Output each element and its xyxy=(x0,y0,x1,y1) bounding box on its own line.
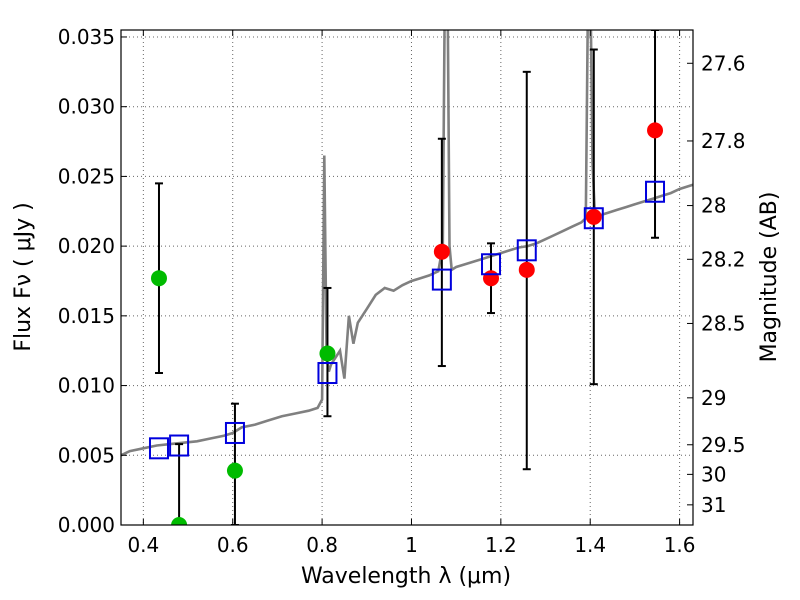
y-tick-label: 0.030 xyxy=(58,95,115,119)
x-tick-label: 1.6 xyxy=(664,533,696,557)
model-photometry-box xyxy=(431,268,452,291)
y-tick-label: 0.025 xyxy=(58,164,115,188)
model-photometry-box xyxy=(481,253,502,276)
green-data-point xyxy=(226,462,243,479)
magnitude-tick-label: 28 xyxy=(701,194,726,218)
y-tick-label: 0.035 xyxy=(58,25,115,49)
magnitude-axis-ticks: 27.6 27.8 28 28.2 28.5 29 29.5 30 31 xyxy=(687,51,746,517)
magnitude-tick-label: 27.6 xyxy=(701,51,746,75)
error-bar xyxy=(175,443,184,525)
model-spectrum-line xyxy=(121,30,693,457)
red-data-point xyxy=(585,208,602,225)
green-data-point xyxy=(171,517,188,525)
error-bars-layer xyxy=(154,30,660,525)
model-spectrum-layer xyxy=(121,30,693,457)
green-data-point xyxy=(150,270,167,287)
magnitude-tick-label: 28.5 xyxy=(701,311,746,335)
y-tick-label: 0.010 xyxy=(58,374,115,398)
x-tick-label: 0.8 xyxy=(306,533,338,557)
red-data-point xyxy=(518,261,535,278)
magnitude-tick-label: 29 xyxy=(701,386,726,410)
y-tick-label: 0.005 xyxy=(58,443,115,467)
green-data-point xyxy=(319,345,336,362)
model-photometry-box xyxy=(317,362,338,385)
magnitude-tick-label: 29.5 xyxy=(701,433,746,457)
model-photometry-box xyxy=(516,239,537,262)
x-tick-label: 0.6 xyxy=(217,533,249,557)
grid-lines xyxy=(121,30,693,525)
markers-layer xyxy=(148,122,666,525)
y-tick-label: 0.020 xyxy=(58,234,115,258)
x-tick-label: 1 xyxy=(405,533,418,557)
magnitude-tick-label: 30 xyxy=(701,462,726,486)
red-data-point xyxy=(483,270,500,287)
magnitude-tick-label: 27.8 xyxy=(701,129,746,153)
magnitude-axis-label: Magnitude (AB) xyxy=(757,192,782,363)
model-photometry-box xyxy=(583,207,604,230)
red-data-point xyxy=(647,122,664,139)
x-tick-label: 1.2 xyxy=(485,533,517,557)
y-tick-label: 0.000 xyxy=(58,513,115,537)
magnitude-tick-label: 31 xyxy=(701,493,726,517)
plot-frame xyxy=(120,29,694,526)
model-photometry-box xyxy=(224,421,245,444)
x-axis-ticks: 0.4 0.6 0.8 1 1.2 1.4 1.6 xyxy=(127,30,696,557)
model-photometry-box xyxy=(148,437,169,460)
y-axis-ticks: 0.000 0.005 0.010 0.015 0.020 0.025 0.030 0.035 xyxy=(58,25,127,537)
x-axis-label: Wavelength λ (μm) xyxy=(301,564,511,589)
model-photometry-box xyxy=(169,434,190,457)
x-tick-label: 1.4 xyxy=(574,533,606,557)
y-axis-label: Flux Fν ( μJy ) xyxy=(11,202,36,351)
x-tick-label: 0.4 xyxy=(127,533,159,557)
red-data-point xyxy=(433,243,450,260)
magnitude-tick-label: 28.2 xyxy=(701,247,746,271)
model-photometry-box xyxy=(645,180,666,203)
y-tick-label: 0.015 xyxy=(58,304,115,328)
